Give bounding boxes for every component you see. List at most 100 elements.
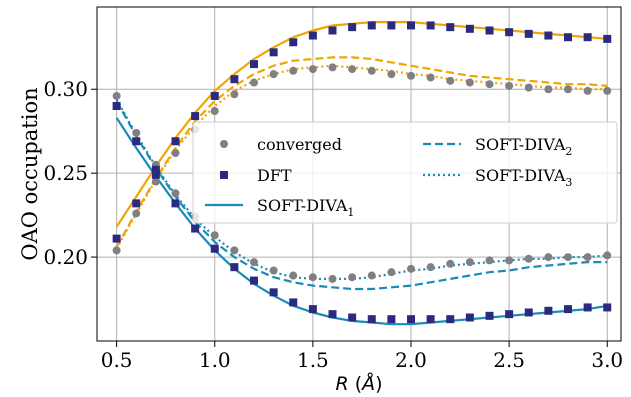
axes-ticks: 0.5 1.0 1.5 2.0 2.5 3.00.200.250.30 (43, 77, 623, 372)
y-tick-label: 0.30 (43, 77, 88, 101)
x-tick-label: 2.0 (395, 348, 427, 372)
dft-point (544, 307, 552, 315)
x-tick-label: 1.0 (199, 348, 231, 372)
converged-point (525, 84, 533, 92)
dft-point (407, 21, 415, 29)
legend-marker-converged (220, 140, 228, 148)
dft-point (230, 263, 238, 271)
dft-point (525, 30, 533, 38)
converged-point (505, 82, 513, 90)
x-axis-title-var: R (335, 373, 348, 395)
dft-point (427, 315, 435, 323)
dft-point (172, 137, 180, 145)
dft-point (584, 33, 592, 41)
dft-point (446, 315, 454, 323)
converged-point (211, 107, 219, 115)
converged-point (427, 263, 435, 271)
legend-label-converged: converged (257, 135, 342, 154)
dft-point (191, 112, 199, 120)
dft-point (309, 305, 317, 313)
converged-point (427, 73, 435, 81)
dft-point (387, 21, 395, 29)
dft-point (270, 48, 278, 56)
legend-label-subscript: 3 (565, 176, 572, 189)
y-tick-label: 0.25 (43, 161, 88, 185)
converged-point (113, 92, 121, 100)
dft-point (525, 308, 533, 316)
converged-point (132, 209, 140, 217)
dft-point (368, 315, 376, 323)
x-tick-label: 1.5 (297, 348, 329, 372)
converged-point (329, 63, 337, 71)
converged-point (584, 87, 592, 95)
converged-point (172, 189, 180, 197)
x-axis-title: R (Å) (335, 372, 382, 395)
converged-point (446, 260, 454, 268)
converged-point (525, 255, 533, 263)
converged-point (505, 256, 513, 264)
dft-point (329, 310, 337, 318)
converged-point (466, 258, 474, 266)
converged-point (368, 272, 376, 280)
dft-point (132, 199, 140, 207)
dft-point (544, 32, 552, 40)
dft-point (505, 28, 513, 36)
converged-point (270, 70, 278, 78)
dft-point (348, 23, 356, 31)
legend: converged SOFT-DIVA2DFT SOFT-DIVA3SOFT-DIV… (193, 122, 617, 223)
dft-point (132, 137, 140, 145)
dft-point (486, 26, 494, 34)
legend-label-dft: DFT (257, 166, 292, 185)
dft-point (289, 298, 297, 306)
converged-point (564, 253, 572, 261)
converged-point (407, 265, 415, 273)
converged-point (113, 246, 121, 254)
converged-point (486, 80, 494, 88)
converged-point (603, 251, 611, 259)
converged-point (348, 273, 356, 281)
converged-point (211, 231, 219, 239)
y-tick-label: 0.20 (43, 245, 88, 269)
dft-point (564, 305, 572, 313)
dft-point (407, 315, 415, 323)
dft-point (113, 235, 121, 243)
dft-point (230, 75, 238, 83)
dft-point (191, 225, 199, 233)
dft-point (387, 315, 395, 323)
converged-point (309, 65, 317, 73)
converged-point (564, 85, 572, 93)
x-axis-title-unit: ( (349, 373, 362, 395)
converged-point (466, 79, 474, 87)
converged-point (250, 79, 258, 87)
converged-point (584, 253, 592, 261)
dft-point (250, 277, 258, 285)
dft-point (211, 92, 219, 100)
x-axis-title-unit-symbol: Å (360, 372, 375, 395)
dft-point (368, 21, 376, 29)
converged-point (368, 67, 376, 75)
dft-point (427, 21, 435, 29)
legend-marker-dft (220, 171, 228, 179)
converged-point (407, 72, 415, 80)
dft-point (466, 25, 474, 33)
converged-point (289, 272, 297, 280)
converged-point (446, 77, 454, 85)
x-axis-title-close: ) (375, 373, 382, 395)
x-tick-label: 0.5 (101, 348, 133, 372)
dft-point (289, 38, 297, 46)
dft-point (446, 23, 454, 31)
converged-point (603, 87, 611, 95)
converged-point (230, 90, 238, 98)
legend-label-subscript: 1 (347, 206, 354, 219)
x-tick-label: 2.5 (493, 348, 525, 372)
y-axis-title: OAO occupation (18, 87, 42, 260)
converged-point (486, 256, 494, 264)
converged-point (309, 273, 317, 281)
converged-point (132, 129, 140, 137)
dft-point (211, 245, 219, 253)
dft-point (603, 303, 611, 311)
dft-point (564, 33, 572, 41)
converged-point (387, 70, 395, 78)
dft-point (270, 288, 278, 296)
